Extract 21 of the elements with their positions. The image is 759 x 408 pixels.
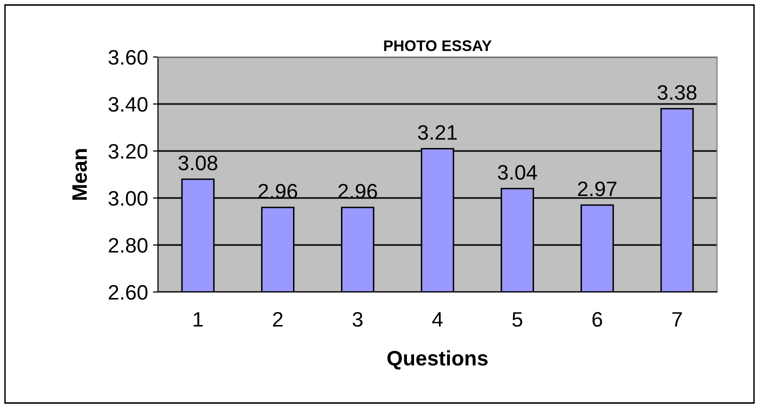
y-tick-label: 3.60 [108, 50, 148, 65]
data-label: 3.38 [658, 85, 696, 100]
x-tick-label: 5 [512, 312, 522, 327]
y-tick-label: 3.40 [108, 97, 148, 112]
data-label: 3.08 [178, 156, 218, 170]
x-tick-label: 6 [592, 312, 602, 327]
x-tick-label: 3 [352, 312, 363, 327]
y-tick-label: 3.00 [108, 191, 148, 206]
data-label: 3.21 [418, 125, 457, 140]
x-tick-label: 4 [432, 312, 443, 327]
data-label: 3.04 [498, 165, 538, 180]
data-label: 2.97 [578, 181, 616, 196]
y-tick-label: 2.60 [108, 285, 148, 300]
x-tick-label: 7 [672, 312, 682, 327]
x-tick-label: 2 [273, 312, 283, 327]
chart-title: PHOTO ESSAY [384, 40, 492, 52]
y-tick-label: 2.80 [108, 238, 148, 253]
x-tick-label: 1 [194, 312, 203, 327]
y-axis-title: Mean [72, 149, 87, 200]
y-tick-label: 3.20 [108, 144, 148, 159]
x-axis-title: Questions [387, 350, 488, 370]
